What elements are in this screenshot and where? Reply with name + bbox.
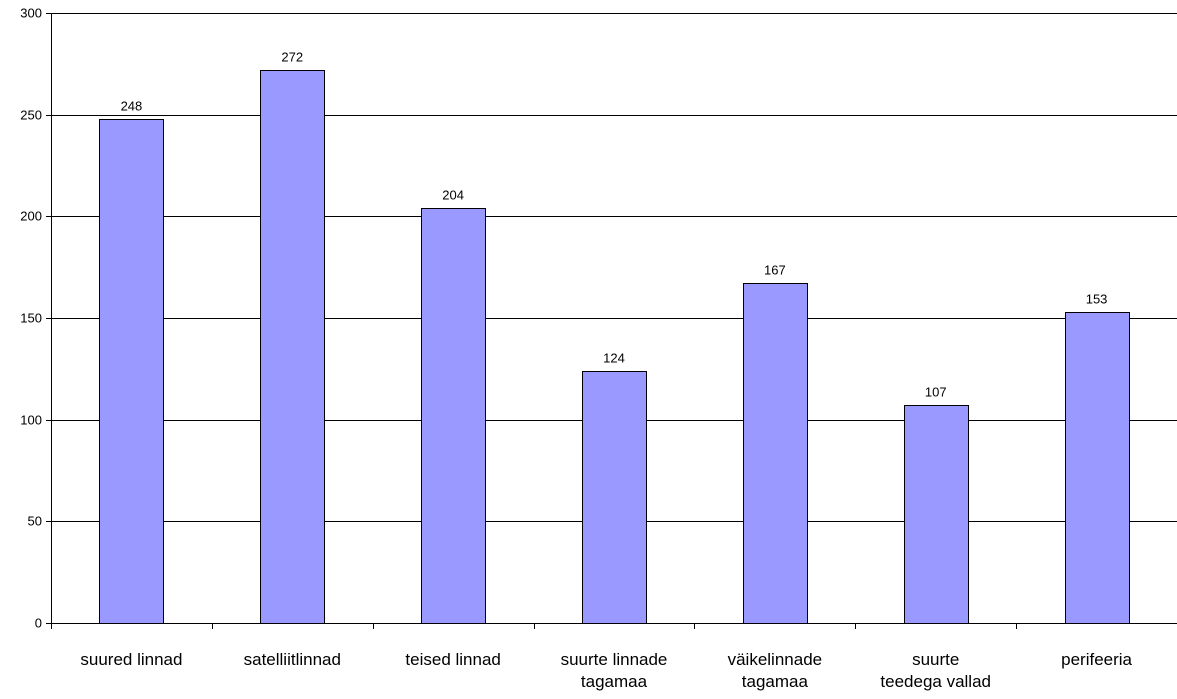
x-category-label: väikelinnade tagamaa (728, 650, 823, 691)
bar-value-label: 248 (121, 99, 143, 114)
gridlines (51, 13, 1177, 522)
y-tick-label: 0 (35, 616, 42, 631)
x-category-label-line: teedega vallad (880, 672, 991, 691)
x-category-label-line: tagamaa (581, 672, 648, 691)
x-category-label: satelliitlinnad (244, 650, 341, 669)
y-tick-label: 150 (20, 311, 42, 326)
bar-value-label: 204 (442, 188, 464, 203)
bar-value-label: 153 (1086, 292, 1108, 307)
y-tick-label: 50 (28, 514, 42, 529)
x-category-label: teised linnad (405, 650, 500, 669)
bar (1065, 312, 1130, 624)
x-category-label-line: väikelinnade (728, 650, 823, 669)
x-category-label-line: suurte linnade (561, 650, 668, 669)
x-category-label-line: tagamaa (742, 672, 809, 691)
bar (260, 70, 325, 624)
bars (99, 70, 1130, 624)
axes (46, 13, 1177, 629)
x-category-label-line: teised linnad (405, 650, 500, 669)
bar (743, 283, 808, 624)
x-category-label-line: satelliitlinnad (244, 650, 341, 669)
x-category-label: suurte linnade tagamaa (561, 650, 668, 691)
x-category-label: suurte teedega vallad (880, 650, 991, 691)
x-category-label-line: suured linnad (80, 650, 182, 669)
x-category-label-line: suurte (912, 650, 959, 669)
labels: 0 50 100 150 200 250 300 248 272 204 124 167 107 153 s… (20, 6, 1132, 692)
bar-value-label: 167 (764, 263, 786, 278)
bar (421, 208, 486, 624)
x-category-label-line: perifeeria (1061, 650, 1132, 669)
x-category-label: perifeeria (1061, 650, 1132, 669)
bar-value-label: 107 (925, 385, 947, 400)
bar-value-label: 272 (281, 50, 303, 65)
y-tick-label: 250 (20, 108, 42, 123)
bar (582, 371, 647, 624)
y-tick-label: 100 (20, 413, 42, 428)
bar (904, 405, 969, 624)
y-tick-label: 300 (20, 6, 42, 21)
y-tick-label: 200 (20, 209, 42, 224)
x-category-label: suured linnad (80, 650, 182, 669)
bar-value-label: 124 (603, 351, 625, 366)
bar (99, 119, 164, 624)
